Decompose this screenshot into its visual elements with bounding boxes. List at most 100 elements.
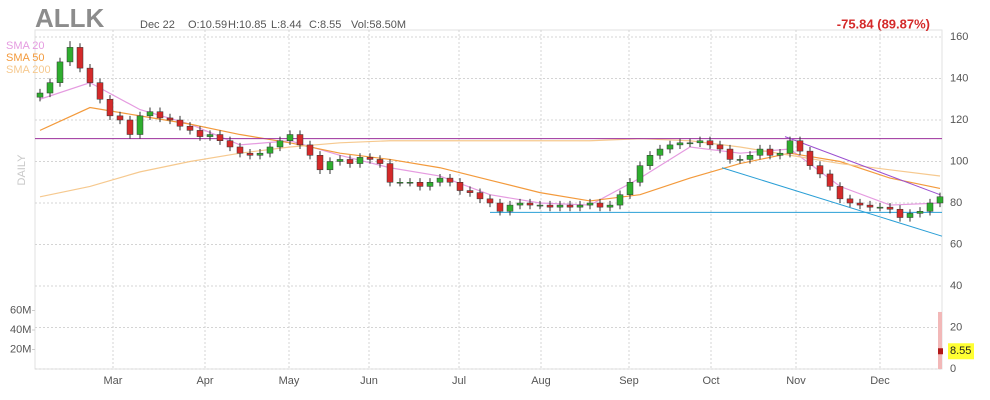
x-tick-label: Oct bbox=[702, 375, 719, 387]
candle-body bbox=[906, 213, 914, 218]
candle-body bbox=[416, 182, 424, 187]
candle-body bbox=[546, 204, 554, 208]
candle-body bbox=[926, 202, 934, 212]
candle-body bbox=[936, 196, 944, 204]
x-tick-label: Jun bbox=[360, 375, 378, 387]
candle-body bbox=[816, 165, 824, 175]
last-price-label: 8.55 bbox=[950, 345, 971, 357]
candle-body bbox=[276, 140, 284, 148]
x-tick-label: Dec bbox=[870, 375, 890, 387]
candle-body bbox=[886, 206, 894, 210]
y-tick-label: 40 bbox=[950, 280, 962, 292]
candle-body bbox=[286, 134, 294, 141]
candle-body bbox=[76, 47, 84, 69]
candle-body bbox=[526, 202, 534, 206]
candle-body bbox=[916, 211, 924, 214]
candle-body bbox=[66, 47, 74, 63]
candle-body bbox=[86, 67, 94, 83]
candle-body bbox=[246, 152, 254, 156]
candle-body bbox=[736, 159, 744, 161]
y-tick-label: 140 bbox=[950, 72, 968, 84]
last-price-box bbox=[948, 343, 974, 360]
ohlc-text: O:10.59 bbox=[188, 19, 227, 31]
candle-body bbox=[396, 182, 404, 184]
candle-body bbox=[266, 146, 274, 154]
candle-body bbox=[726, 148, 734, 160]
legend-entry: SMA 200 bbox=[6, 64, 51, 76]
x-tick-label: Nov bbox=[786, 375, 806, 387]
candle-body bbox=[846, 198, 854, 204]
candle-body bbox=[466, 190, 474, 193]
candle-body bbox=[876, 206, 884, 209]
candle-body bbox=[376, 159, 384, 164]
candle-body bbox=[166, 117, 174, 121]
trendline bbox=[784, 136, 941, 196]
change: -75.84 (89.87%) bbox=[837, 16, 930, 31]
candle-body bbox=[826, 173, 834, 187]
volume-bar bbox=[938, 311, 942, 369]
candle-body bbox=[146, 111, 154, 117]
candle-body bbox=[796, 140, 804, 152]
candle-body bbox=[156, 111, 164, 119]
y-tick-label: 100 bbox=[950, 155, 968, 167]
ohlc-text: L:8.44 bbox=[271, 19, 302, 31]
candle-body bbox=[776, 152, 784, 156]
candle-body bbox=[436, 177, 444, 183]
candle-body bbox=[476, 192, 484, 200]
candle-body bbox=[56, 61, 64, 83]
candle-body bbox=[486, 198, 494, 204]
candle-body bbox=[136, 115, 144, 135]
candle-body bbox=[746, 155, 754, 160]
candle-body bbox=[496, 202, 504, 212]
candle-body bbox=[406, 182, 414, 184]
x-tick-label: May bbox=[279, 375, 300, 387]
candle-body bbox=[636, 165, 644, 183]
candle-body bbox=[656, 148, 664, 156]
last-price-marker bbox=[938, 348, 943, 355]
candle-body bbox=[856, 202, 864, 206]
candle-body bbox=[216, 134, 224, 141]
candle-body bbox=[896, 208, 904, 218]
candle-body bbox=[326, 161, 334, 171]
volume-tick-label: 60M bbox=[10, 304, 31, 316]
candle-body bbox=[96, 82, 104, 100]
candle-body bbox=[616, 194, 624, 206]
candle-body bbox=[506, 204, 514, 212]
candle-body bbox=[686, 142, 694, 145]
y-tick-label: 160 bbox=[950, 31, 968, 43]
candle-body bbox=[106, 99, 114, 117]
volume-tick-label: 20M bbox=[10, 343, 31, 355]
x-tick-label: Sep bbox=[619, 375, 639, 387]
candle-body bbox=[666, 144, 674, 150]
candle-body bbox=[176, 119, 184, 127]
candle-body bbox=[606, 204, 614, 208]
candle-body bbox=[576, 204, 584, 208]
x-tick-label: Mar bbox=[104, 375, 123, 387]
candle-body bbox=[36, 92, 44, 98]
candle-body bbox=[836, 186, 844, 200]
candle-body bbox=[386, 163, 394, 183]
candle-body bbox=[756, 148, 764, 156]
candle-body bbox=[646, 155, 654, 166]
candle-body bbox=[866, 204, 874, 208]
candle-body bbox=[596, 202, 604, 208]
y-tick-label: 20 bbox=[950, 321, 962, 333]
y-tick-label: 120 bbox=[950, 114, 968, 126]
x-tick-label: Apr bbox=[196, 375, 213, 387]
candle-body bbox=[126, 119, 134, 135]
ohlc-text: C:8.55 bbox=[309, 19, 341, 31]
candle-body bbox=[536, 204, 544, 207]
candle-body bbox=[566, 204, 574, 208]
candle-body bbox=[696, 140, 704, 144]
candle-body bbox=[366, 157, 374, 160]
ohlc-text: Vol:58.50M bbox=[351, 19, 406, 31]
candle-body bbox=[306, 144, 314, 156]
date: Dec 22 bbox=[140, 19, 175, 31]
candle-body bbox=[346, 159, 354, 164]
candle-body bbox=[716, 144, 724, 150]
legend-entry: SMA 20 bbox=[6, 40, 45, 52]
candle-body bbox=[336, 159, 344, 162]
candle-body bbox=[556, 204, 564, 208]
x-tick-label: Aug bbox=[531, 375, 551, 387]
